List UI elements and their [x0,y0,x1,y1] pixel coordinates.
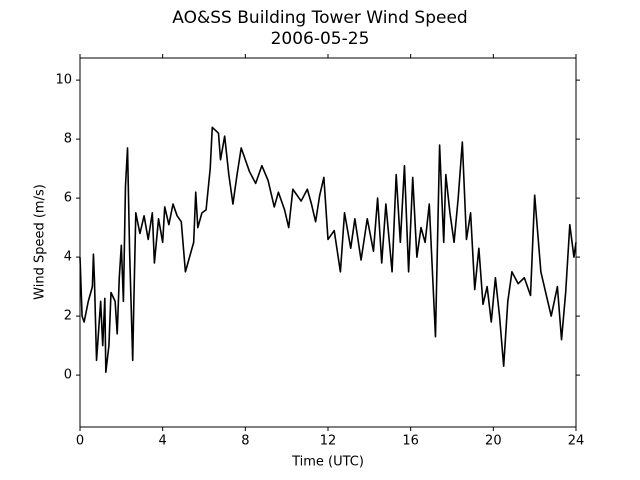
x-tick-label: 20 [485,434,502,449]
y-tick-label: 10 [55,73,72,88]
y-tick-label: 4 [64,250,72,265]
x-tick-label: 0 [76,434,84,449]
chart-subtitle: 2006-05-25 [271,29,370,49]
y-tick-label: 6 [64,191,72,206]
x-tick-label: 8 [241,434,249,449]
x-tick-label: 24 [568,434,585,449]
x-axis-label: Time (UTC) [291,455,364,470]
x-tick-label: 16 [402,434,419,449]
data-line [79,126,577,373]
x-tick-label: 4 [159,434,167,449]
x-tick-label: 12 [320,434,337,449]
y-tick-label: 2 [64,309,72,324]
plot-frame [79,57,577,428]
y-axis-label: Wind Speed (m/s) [33,184,48,300]
y-tick-label: 0 [64,368,72,383]
y-tick-label: 8 [64,132,72,147]
chart-title: AO&SS Building Tower Wind Speed [172,8,467,28]
